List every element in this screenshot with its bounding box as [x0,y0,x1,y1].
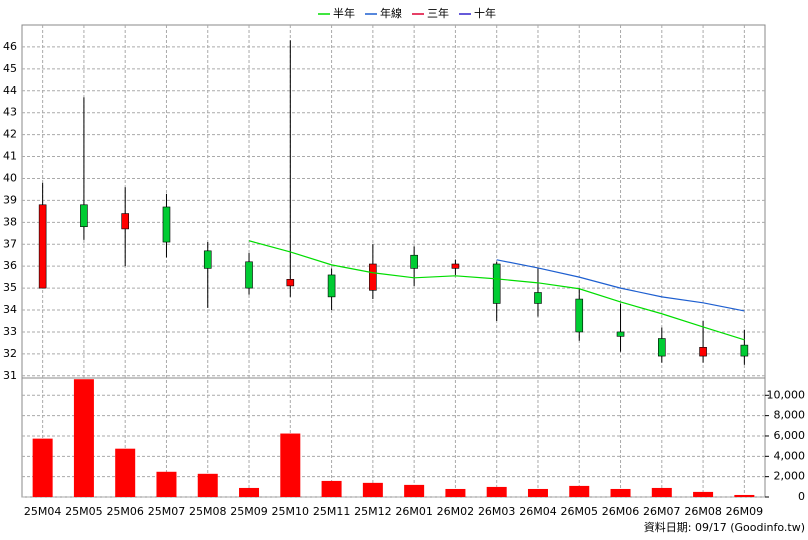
y-tick-label: 41 [3,150,17,163]
volume-bar [321,480,342,497]
y-tick-label: 33 [3,325,17,338]
candle-body [492,263,501,304]
legend-label: 年線 [380,6,402,20]
volume-bar [527,488,548,497]
y2-tick-label: 4,000 [774,449,806,462]
y-tick-label: 38 [3,215,17,228]
volume-bar [445,488,466,497]
x-tick-label: 26M01 [395,505,433,518]
x-tick-label: 25M11 [313,505,351,518]
volume-bar [651,487,672,497]
x-tick-label: 26M02 [437,505,475,518]
volume-bar [404,484,425,497]
candle-body [616,331,625,337]
y-tick-label: 37 [3,237,17,250]
candle-body [203,250,212,269]
y-tick-label: 42 [3,128,17,141]
y-tick-label: 32 [3,347,17,360]
candle-body [740,344,749,357]
y2-tick-label: 0 [798,490,805,503]
y-tick-label: 43 [3,106,17,119]
y2-tick-label: 2,000 [774,470,806,483]
candle-body [699,347,707,357]
x-tick-label: 25M12 [354,505,392,518]
x-tick-label: 26M06 [602,505,640,518]
footer-note: 資料日期: 09/17 (Goodinfo.tw) [644,520,805,534]
candle-body [451,263,460,269]
volume-bar [197,473,218,497]
ma-line [248,240,745,341]
y2-tick-label: 8,000 [774,409,806,422]
candle-body [327,274,336,298]
candle-body [369,263,377,291]
candle-body [534,292,542,304]
volume-bar [156,471,177,497]
x-tick-label: 25M07 [148,505,186,518]
candle-body [38,204,47,289]
legend-label: 半年 [333,6,355,20]
volume-bar [569,485,590,497]
candle-body [575,298,584,333]
volume-bar [32,438,53,497]
x-tick-label: 25M08 [189,505,227,518]
y2-tick-label: 6,000 [774,429,806,442]
candle-body [286,279,295,287]
x-tick-label: 25M09 [230,505,268,518]
y-tick-label: 40 [3,171,17,184]
volume-bar [486,486,507,497]
y-tick-label: 45 [3,62,17,75]
y-tick-label: 46 [3,40,17,53]
candle-body [658,338,666,357]
x-tick-label: 26M07 [643,505,681,518]
x-tick-label: 26M05 [561,505,599,518]
y-tick-label: 36 [3,259,17,272]
y-tick-label: 31 [3,369,17,382]
volume-bar [115,448,136,497]
volume-bar [73,379,94,497]
candle-body [410,254,418,269]
volume-bar [693,491,714,497]
y-tick-label: 35 [3,281,17,294]
y-tick-label: 39 [3,193,17,206]
x-tick-label: 25M10 [272,505,310,518]
x-tick-label: 25M04 [24,505,62,518]
volume-bar [239,487,260,497]
x-tick-label: 26M09 [726,505,764,518]
candle-body [162,206,171,243]
candle-body [80,204,88,228]
candle-body [245,261,253,289]
y-tick-label: 44 [3,84,17,97]
volume-bar [610,488,631,497]
x-tick-label: 26M08 [684,505,722,518]
x-tick-label: 25M06 [106,505,144,518]
candle-body [121,213,129,230]
volume-bar [280,433,301,497]
legend-label: 十年 [474,6,496,20]
x-tick-label: 26M04 [519,505,557,518]
volume-bar [362,482,383,497]
ma-line [496,259,745,312]
y-tick-label: 34 [3,303,17,316]
x-tick-label: 26M03 [478,505,516,518]
y2-tick-label: 10,000 [767,388,806,401]
volume-bar [734,494,755,497]
legend-label: 三年 [427,6,449,20]
plot-frame [21,24,766,498]
x-tick-label: 25M05 [65,505,103,518]
